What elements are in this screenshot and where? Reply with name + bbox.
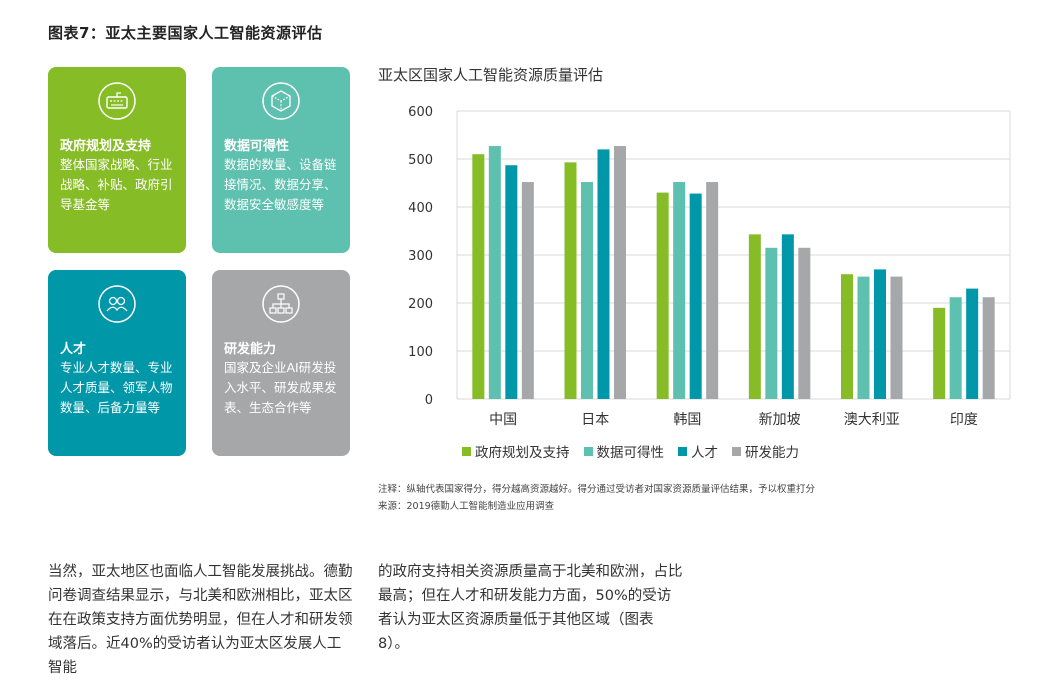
bar: [966, 288, 979, 399]
legend-swatch: [732, 446, 741, 456]
x-tick-label: 中国: [489, 412, 517, 428]
bar: [673, 182, 686, 399]
chart-legend: 政府规划及支持 数据可得性 人才 研发能力: [462, 441, 799, 461]
bar: [505, 165, 518, 399]
legend-item-data: 数据可得性: [583, 441, 665, 461]
bar: [982, 297, 995, 399]
card-title: 政府规划及支持: [60, 139, 152, 154]
bar-chart: 0 100 200 300 400 500 600 中国 日本 韩国 新加坡 澳大利亚 印度: [408, 105, 1011, 428]
hierarchy-icon: [262, 285, 300, 323]
card-description: 国家及企业AI研发投入水平、研发成果发表、生态合作等: [224, 360, 337, 415]
y-tick-label: 400: [408, 201, 433, 216]
card-title: 数据可得性: [224, 139, 290, 154]
legend-swatch: [462, 446, 471, 456]
legend-item-government: 政府规划及支持: [462, 441, 570, 461]
y-tick-label: 200: [408, 297, 433, 312]
figure-title: 图表7：亚太主要国家人工智能资源评估: [48, 24, 323, 42]
legend-label: 数据可得性: [596, 445, 665, 461]
bar: [890, 276, 903, 399]
y-tick-label: 100: [408, 345, 433, 360]
bar: [597, 149, 610, 399]
bar: [614, 146, 626, 399]
x-tick-label: 印度: [950, 412, 978, 428]
bar: [949, 297, 962, 399]
card-data-availability: 数据可得性 数据的数量、设备链接情况、数据分享、数据安全敏感度等: [212, 67, 350, 253]
card-title: 研发能力: [224, 342, 277, 357]
card-description: 数据的数量、设备链接情况、数据分享、数据安全敏感度等: [224, 157, 337, 212]
chart-notes: 注释：纵轴代表国家得分，得分越高资源越好。得分通过受访者对国家资源质量评估结果，…: [378, 481, 978, 515]
legend-item-rd: 研发能力: [732, 441, 799, 461]
bar: [748, 234, 761, 399]
cube-icon: [262, 82, 300, 120]
card-description: 整体国家战略、行业战略、补贴、政府引导基金等: [60, 157, 173, 212]
body-paragraph-left: 当然，亚太地区也面临人工智能发展挑战。德勤问卷调查结果显示，与北美和欧洲相比，亚…: [48, 564, 353, 676]
people-icon: [98, 285, 136, 323]
card-rd-capability: 研发能力 国家及企业AI研发投入水平、研发成果发表、生态合作等: [212, 270, 350, 456]
legend-item-talent: 人才: [678, 441, 718, 461]
x-tick-label: 新加坡: [759, 412, 801, 428]
legend-swatch: [583, 446, 593, 456]
bar: [689, 193, 702, 399]
y-tick-label: 600: [408, 105, 433, 120]
card-description: 专业人才数量、专业人才质量、领军人物数量、后备力量等: [60, 360, 173, 415]
legend-label: 人才: [691, 445, 718, 461]
card-title: 人才: [60, 342, 87, 357]
bar: [472, 154, 485, 399]
bar: [488, 146, 501, 399]
legend-label: 政府规划及支持: [475, 445, 570, 461]
y-tick-label: 300: [408, 249, 433, 264]
y-tick-label: 500: [408, 153, 433, 168]
x-tick-label: 澳大利亚: [844, 412, 900, 428]
bar: [564, 162, 577, 399]
bar: [857, 276, 870, 399]
keyboard-icon: [98, 82, 136, 120]
bar: [933, 307, 946, 399]
card-talent: 人才 专业人才数量、专业人才质量、领军人物数量、后备力量等: [48, 270, 186, 456]
legend-swatch: [678, 446, 687, 456]
bar: [581, 182, 593, 399]
bar: [798, 247, 811, 399]
legend-label: 研发能力: [745, 445, 799, 461]
bar: [781, 234, 794, 399]
bar: [706, 182, 719, 399]
x-tick-label: 日本: [581, 412, 609, 428]
bar: [521, 182, 534, 399]
card-government: 政府规划及支持 整体国家战略、行业战略、补贴、政府引导基金等: [48, 67, 186, 253]
body-paragraph-right: 的政府支持相关资源质量高于北美和欧洲，占比最高；但在人才和研发能力方面，50%的…: [378, 564, 683, 652]
bar: [874, 269, 886, 399]
bar: [765, 247, 778, 399]
chart-title: 亚太区国家人工智能资源质量评估: [378, 66, 604, 84]
note-line: 注释：纵轴代表国家得分，得分越高资源越好。得分通过受访者对国家资源质量评估结果，…: [378, 484, 816, 495]
y-tick-label: 0: [425, 393, 433, 408]
source-line: 来源：2019德勤人工智能制造业应用调查: [378, 501, 555, 512]
bar: [841, 274, 853, 399]
bar: [656, 192, 669, 399]
x-tick-label: 韩国: [673, 412, 701, 428]
